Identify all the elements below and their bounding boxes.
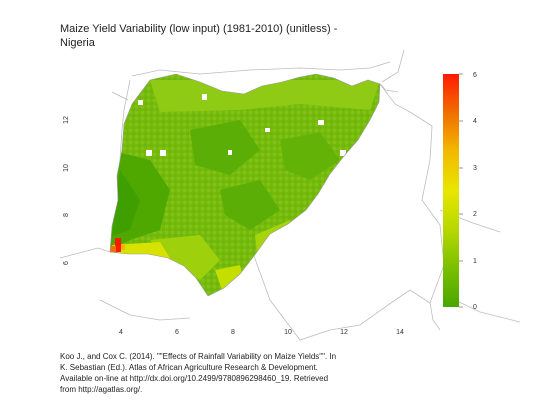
source-citation: Koo J., and Cox C. (2014). ""Effects of …: [60, 352, 337, 394]
y-tick-label: 12: [63, 116, 70, 124]
legend-tick-label: 2: [473, 211, 477, 218]
map-title: Maize Yield Variability (low input) (198…: [60, 23, 338, 49]
y-tick-label: 6: [63, 261, 70, 265]
legend-tick-label: 3: [473, 165, 477, 172]
legend-tick-label: 4: [473, 118, 477, 125]
yield-raster: [110, 74, 380, 296]
high-variability-hotspot: [110, 238, 125, 252]
legend-colorbar: [443, 74, 459, 307]
legend-tick-label: 6: [473, 72, 477, 79]
x-tick-label: 12: [340, 329, 348, 336]
color-legend: 0 1 2 3 4 6: [443, 72, 477, 311]
x-tick-label: 4: [119, 329, 123, 336]
legend-tick-label: 1: [473, 258, 477, 265]
y-axis: 6 8 10 12: [63, 116, 70, 265]
y-tick-label: 8: [63, 213, 70, 217]
x-tick-label: 10: [284, 329, 292, 336]
x-tick-label: 14: [396, 329, 404, 336]
x-axis: 4 6 8 10 12 14: [119, 329, 404, 336]
y-tick-label: 10: [63, 164, 70, 172]
country-outline: [109, 73, 381, 297]
legend-tick-label: 0: [473, 304, 477, 311]
x-tick-label: 6: [175, 329, 179, 336]
legend-ticks: [459, 73, 463, 308]
x-tick-label: 8: [231, 329, 235, 336]
